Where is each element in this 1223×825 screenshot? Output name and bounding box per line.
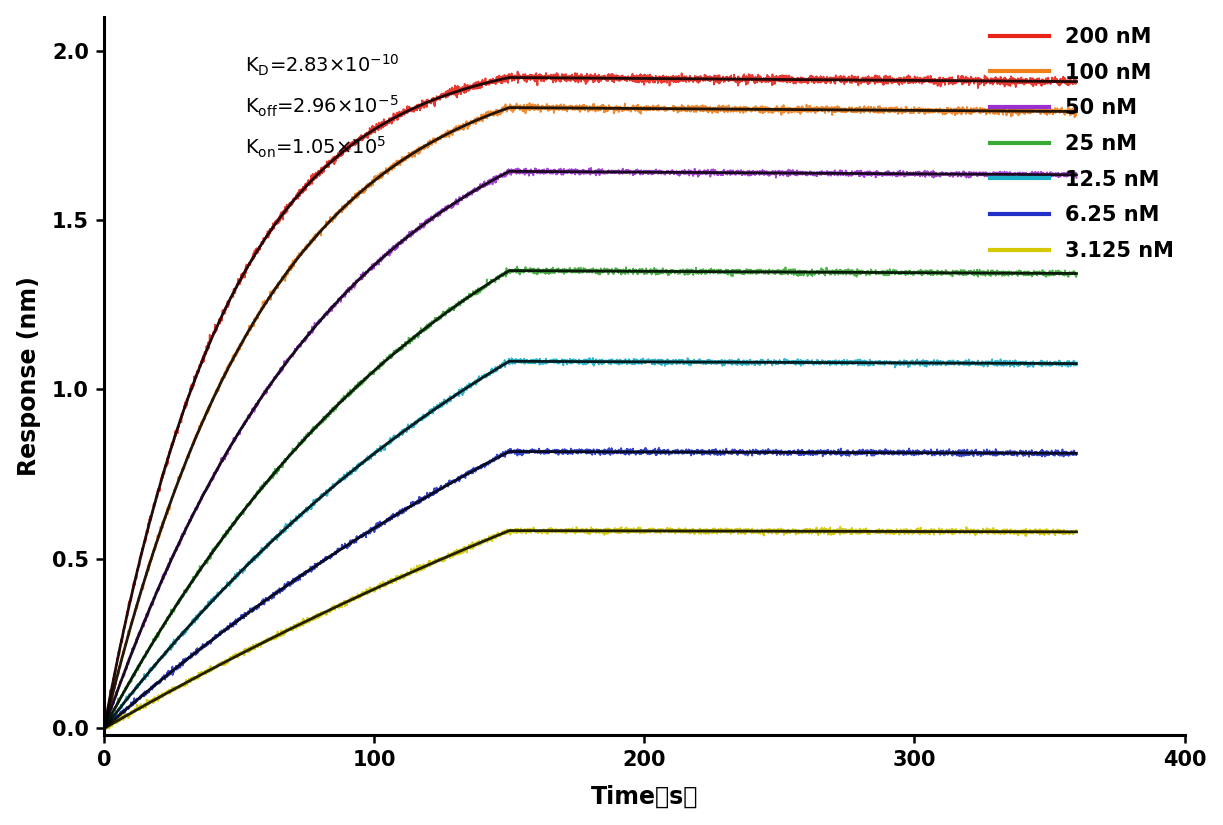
Legend: 200 nM, 100 nM, 50 nM, 25 nM, 12.5 nM, 6.25 nM, 3.125 nM: 200 nM, 100 nM, 50 nM, 25 nM, 12.5 nM, 6… bbox=[991, 27, 1174, 261]
X-axis label: Time（s）: Time（s） bbox=[591, 785, 698, 808]
Y-axis label: Response (nm): Response (nm) bbox=[17, 276, 40, 476]
Text: $\mathrm{K_D}$=2.83×10$^{-10}$
$\mathrm{K_{off}}$=2.96×10$^{-5}$
$\mathrm{K_{on}: $\mathrm{K_D}$=2.83×10$^{-10}$ $\mathrm{… bbox=[245, 53, 399, 160]
